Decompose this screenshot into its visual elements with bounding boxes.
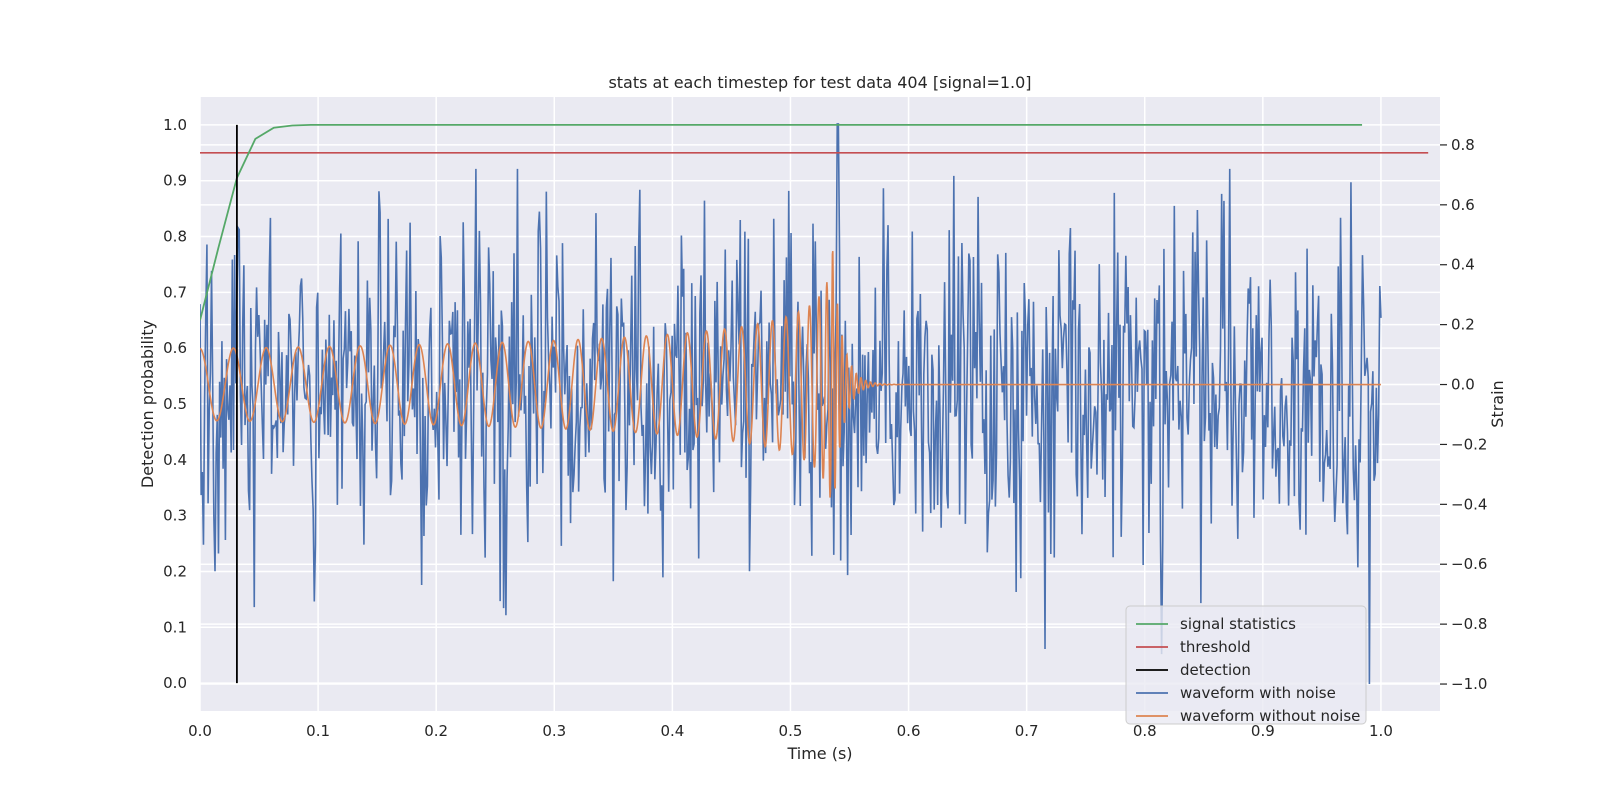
x-tick-label: 0.8 bbox=[1133, 722, 1157, 740]
x-tick-label: 0.6 bbox=[897, 722, 921, 740]
y-tick-label: 0.3 bbox=[163, 507, 187, 525]
x-tick-label: 0.9 bbox=[1251, 722, 1275, 740]
legend-label: threshold bbox=[1180, 638, 1251, 656]
series-waveform-with-noise bbox=[200, 123, 1382, 685]
series-waveform-without-noise bbox=[200, 250, 1381, 498]
y-axis-right: −1.0 −0.8 −0.6 −0.4 −0.2 0.0 0.2 0.4 0.6 0.8 bbox=[1440, 136, 1487, 693]
legend-label: signal statistics bbox=[1180, 615, 1296, 633]
y-tick-label: 0.7 bbox=[163, 283, 187, 301]
x-tick-label: 0.2 bbox=[424, 722, 448, 740]
y-tick-label: 0.1 bbox=[163, 618, 187, 636]
legend: signal statistics threshold detection wavef… bbox=[1125, 605, 1367, 725]
y-tick-label: 0.2 bbox=[163, 562, 187, 580]
y-right-tick-label: −1.0 bbox=[1451, 675, 1487, 693]
y-tick-label: 0.4 bbox=[163, 451, 187, 469]
x-tick-label: 0.0 bbox=[188, 722, 212, 740]
x-tick-label: 0.3 bbox=[542, 722, 566, 740]
series-signal-statistics bbox=[200, 124, 1363, 321]
x-tick-label: 0.5 bbox=[779, 722, 803, 740]
legend-label: waveform with noise bbox=[1180, 684, 1336, 702]
y-axis-left: 0.0 0.1 0.2 0.3 0.4 0.5 0.6 0.7 0.8 0.9 1.0 bbox=[163, 116, 187, 692]
y-right-tick-label: −0.4 bbox=[1451, 495, 1487, 513]
series-layer bbox=[200, 123, 1429, 685]
x-tick-label: 1.0 bbox=[1369, 722, 1393, 740]
y-tick-label: 0.5 bbox=[163, 395, 187, 413]
legend-label: detection bbox=[1180, 661, 1251, 679]
x-tick-label: 0.4 bbox=[660, 722, 684, 740]
x-tick-label: 0.1 bbox=[306, 722, 330, 740]
y-right-tick-label: 0.4 bbox=[1451, 256, 1475, 274]
x-axis-title: Time (s) bbox=[786, 744, 852, 763]
y-tick-label: 0.6 bbox=[163, 339, 187, 357]
y-tick-label: 0.9 bbox=[163, 172, 187, 190]
legend-label: waveform without noise bbox=[1180, 707, 1360, 725]
y-right-tick-label: 0.8 bbox=[1451, 136, 1475, 154]
x-tick-label: 0.7 bbox=[1015, 722, 1039, 740]
y-axis-right-title: Strain bbox=[1488, 380, 1507, 427]
y-tick-label: 1.0 bbox=[163, 116, 187, 134]
y-right-tick-label: −0.8 bbox=[1451, 615, 1487, 633]
y-right-tick-label: −0.2 bbox=[1451, 435, 1487, 453]
x-axis: 0.0 0.1 0.2 0.3 0.4 0.5 0.6 0.7 0.8 0.9 1.0 bbox=[188, 722, 1393, 740]
y-tick-label: 0.8 bbox=[163, 228, 187, 246]
legend-box bbox=[1125, 605, 1367, 725]
y-right-tick-label: −0.6 bbox=[1451, 555, 1487, 573]
y-right-tick-label: 0.2 bbox=[1451, 316, 1475, 334]
chart-title: stats at each timestep for test data 404… bbox=[608, 73, 1031, 92]
y-right-tick-label: 0.0 bbox=[1451, 376, 1475, 394]
y-axis-title: Detection probability bbox=[138, 320, 157, 488]
y-tick-label: 0.0 bbox=[163, 674, 187, 692]
y-right-tick-label: 0.6 bbox=[1451, 196, 1475, 214]
